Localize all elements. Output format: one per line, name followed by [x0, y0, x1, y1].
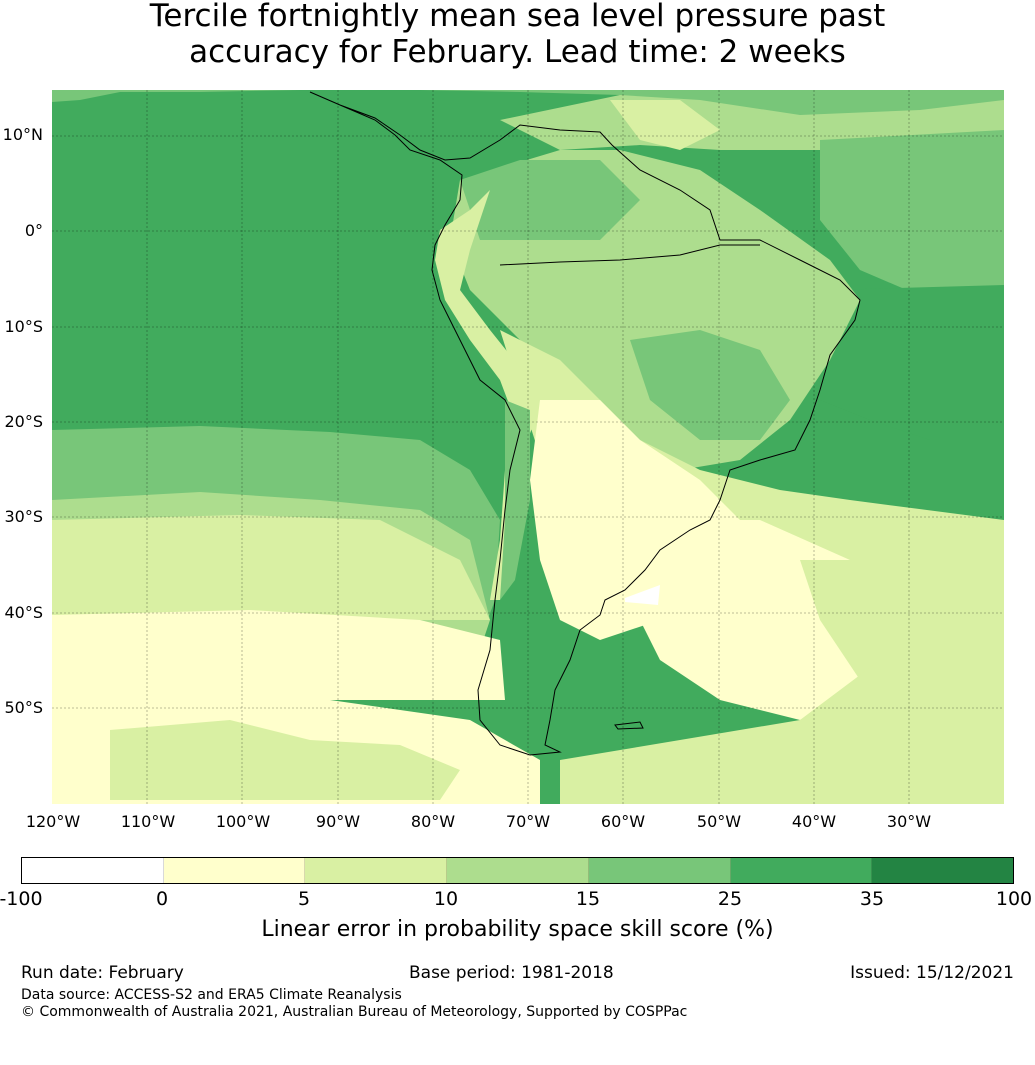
colorbar-segment-25-35 — [730, 858, 873, 883]
y-tick-10n: 10°N — [2, 125, 43, 144]
region-chile-coast — [500, 400, 530, 600]
coastline — [309, 91, 861, 756]
y-tick-40s: 40°S — [4, 603, 43, 622]
skill-map — [52, 90, 1004, 804]
y-tick-10s: 10°S — [4, 317, 43, 336]
colorbar-tick: 35 — [859, 888, 885, 910]
x-tick-60w: 60°W — [600, 812, 646, 831]
x-tick-80w: 80°W — [410, 812, 456, 831]
x-tick-70w: 70°W — [505, 812, 551, 831]
y-tick-50s: 50°S — [4, 698, 43, 717]
issued-date: Issued: 15/12/2021 — [850, 963, 1014, 983]
region-north-continent — [460, 160, 640, 240]
colorbar-tick: 25 — [717, 888, 743, 910]
y-tick-30s: 30°S — [4, 507, 43, 526]
run-date: Run date: February — [21, 963, 184, 983]
base-period: Base period: 1981-2018 — [409, 963, 614, 983]
x-tick-100w: 100°W — [215, 812, 271, 831]
colorbar-segment-0-5 — [163, 858, 306, 883]
colorbar-tick: 5 — [297, 888, 311, 910]
colorbar-label: Linear error in probability space skill … — [261, 917, 774, 942]
colorbar-tick: 15 — [575, 888, 601, 910]
colorbar-tick: -100 — [0, 888, 43, 910]
colorbar-segment-neg — [22, 858, 164, 883]
amazon-river — [499, 244, 760, 266]
region-southern-atlantic — [560, 660, 1004, 804]
colorbar-tick: 10 — [433, 888, 459, 910]
colorbar-segment-15-25 — [588, 858, 731, 883]
x-tick-40w: 40°W — [791, 812, 837, 831]
copyright: © Commonwealth of Australia 2021, Austra… — [21, 1004, 688, 1020]
gridlines — [52, 90, 1004, 804]
region-brazil-mid — [630, 330, 790, 440]
y-tick-0: 0° — [24, 221, 43, 240]
skill-field — [52, 90, 1004, 804]
x-tick-110w: 110°W — [120, 812, 176, 831]
x-tick-30w: 30°W — [886, 812, 932, 831]
map-title-line-1: Tercile fortnightly mean sea level press… — [149, 0, 886, 34]
map-title-line-2: accuracy for February. Lead time: 2 week… — [189, 34, 846, 70]
x-tick-120w: 120°W — [25, 812, 81, 831]
region-southern-ocean-patch — [110, 720, 460, 800]
colorbar-segment-35-100 — [872, 858, 1014, 883]
falkland-islands — [614, 721, 644, 730]
region-caribbean-pale — [610, 100, 720, 150]
region-negative-patch — [625, 585, 660, 605]
colorbar-segment-10-15 — [447, 858, 589, 883]
colorbar-segment-5-10 — [305, 858, 448, 883]
region-atlantic-east — [820, 130, 1004, 300]
colorbar-tick: 100 — [995, 888, 1033, 910]
region-pacific-south-yellow — [52, 610, 505, 700]
x-tick-90w: 90°W — [315, 812, 361, 831]
y-tick-20s: 20°S — [4, 412, 43, 431]
colorbar — [21, 857, 1014, 884]
x-tick-50w: 50°W — [696, 812, 742, 831]
colorbar-tick: 0 — [155, 888, 169, 910]
region-pacific-low — [52, 515, 490, 620]
data-source: Data source: ACCESS-S2 and ERA5 Climate … — [21, 987, 402, 1003]
region-north-band — [52, 90, 1004, 140]
